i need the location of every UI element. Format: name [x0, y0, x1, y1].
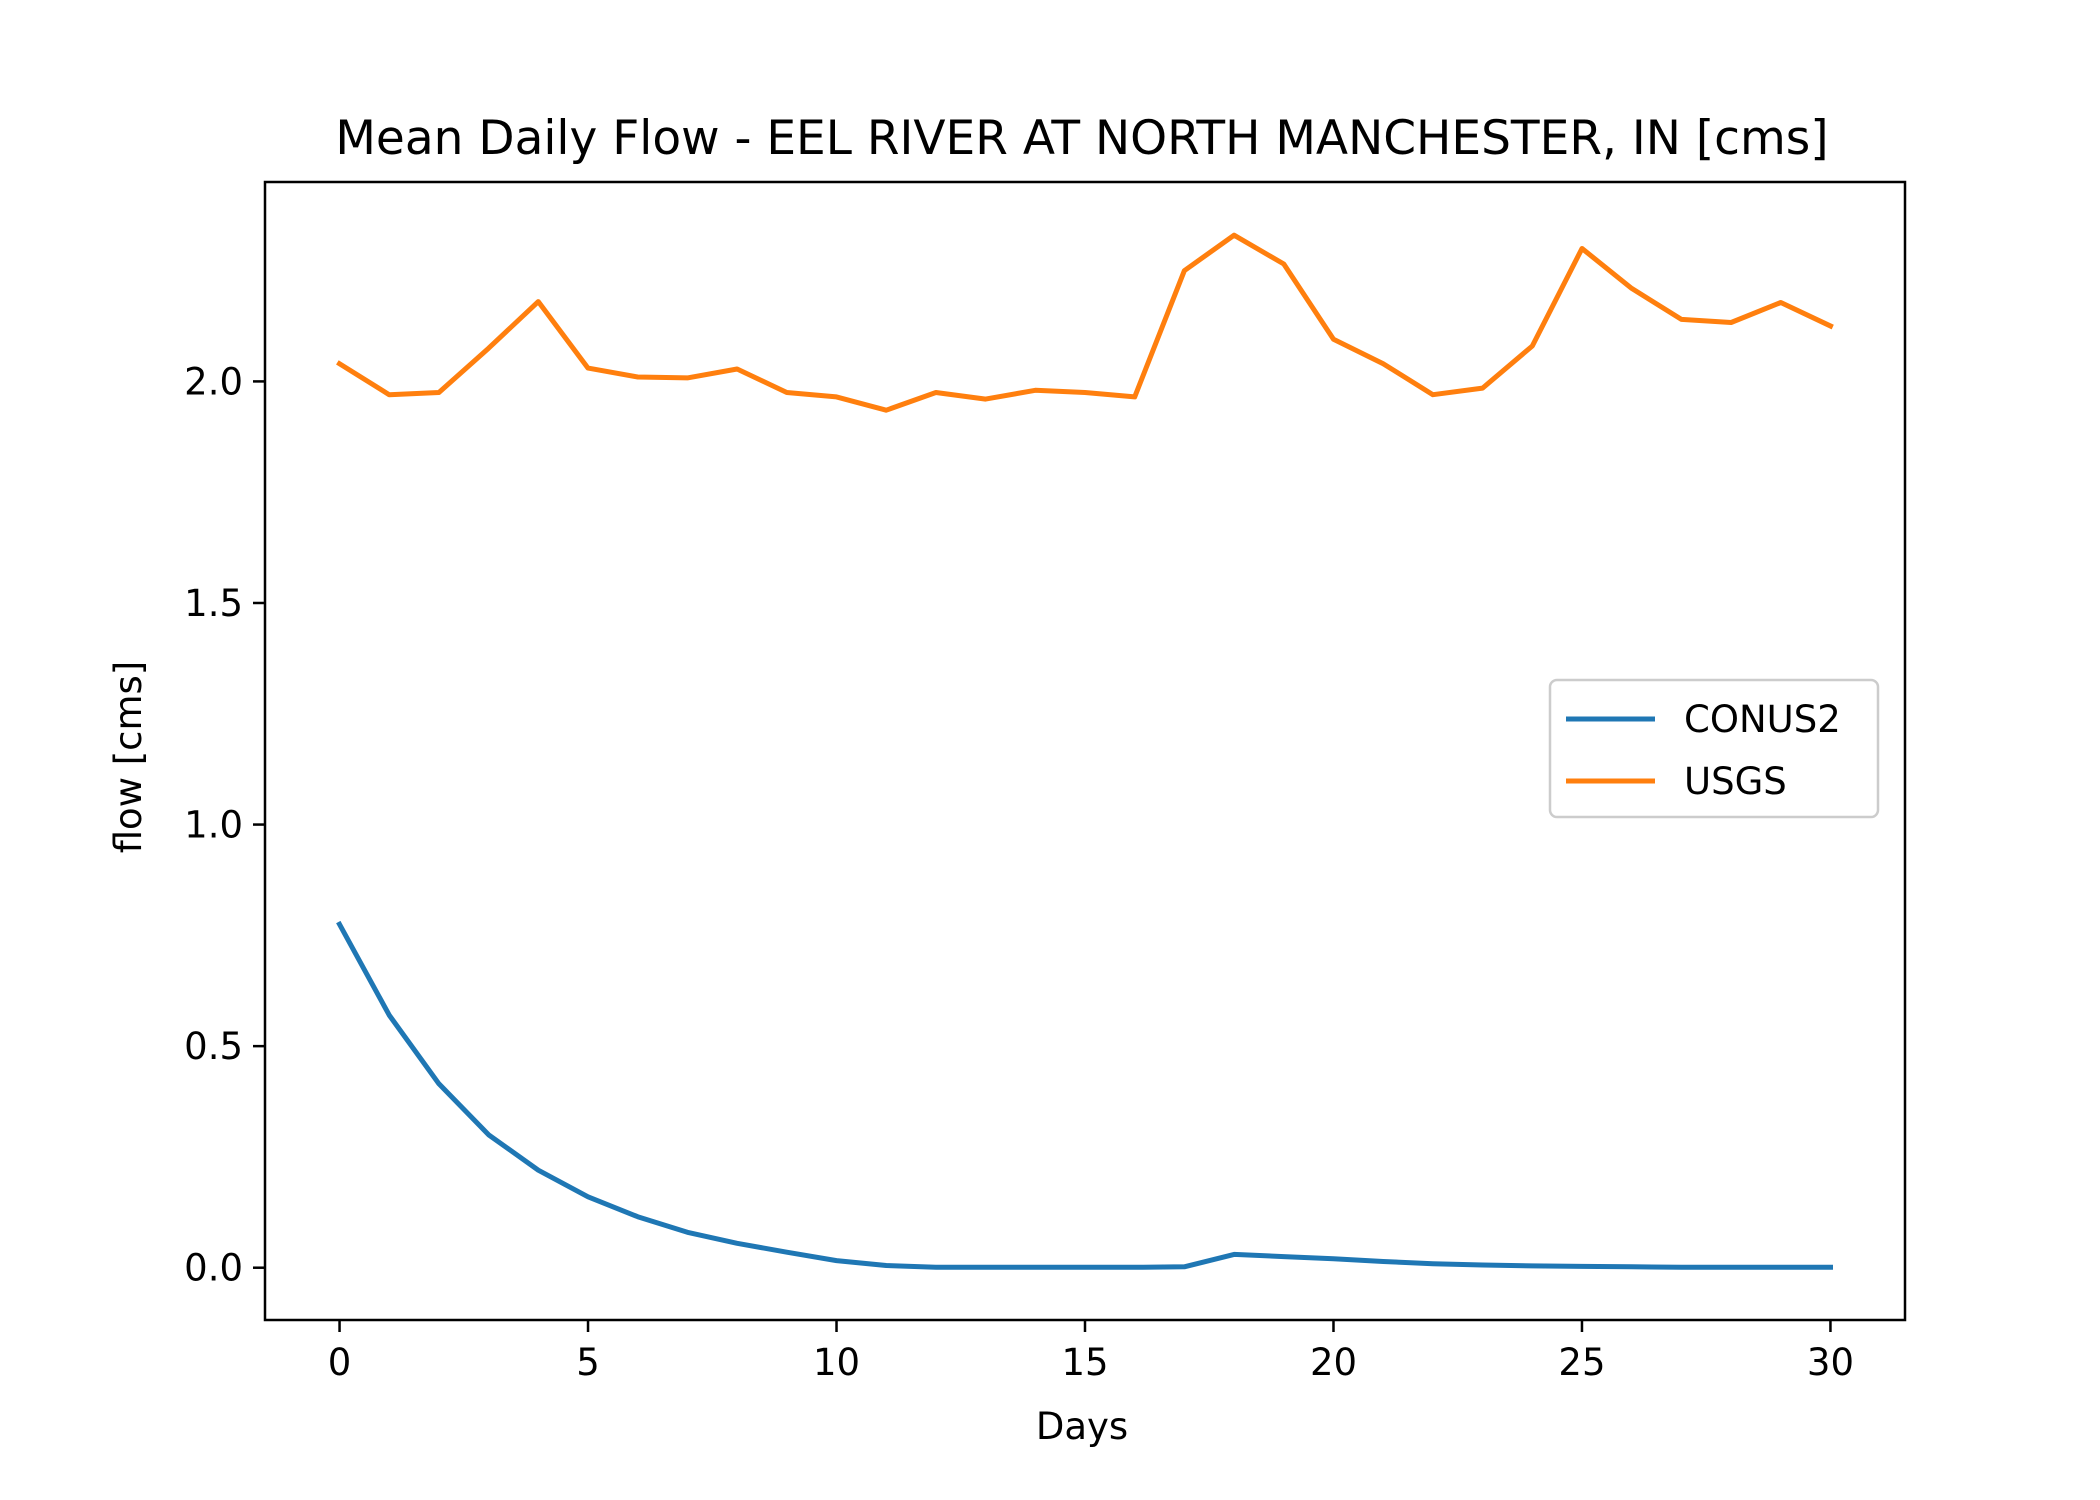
legend: CONUS2 USGS [1548, 678, 1880, 819]
chart-title: Mean Daily Flow - EEL RIVER AT NORTH MAN… [335, 111, 1828, 166]
x-tick-label: 25 [1558, 1341, 1605, 1384]
legend-label-conus2: CONUS2 [1684, 698, 1841, 741]
x-tick-label: 0 [328, 1341, 352, 1384]
series-line-conus2 [336, 920, 1833, 1270]
x-tick-label: 15 [1061, 1341, 1108, 1384]
x-tick-label: 30 [1807, 1341, 1854, 1384]
x-tick-label: 10 [813, 1341, 860, 1384]
y-tick-label: 0.5 [184, 1025, 243, 1068]
x-tick-label: 5 [576, 1341, 600, 1384]
y-tick-label: 1.5 [184, 582, 243, 625]
y-axis-label: flow [cms] [107, 661, 150, 854]
series-line-usgs [336, 232, 1834, 413]
y-tick-label: 2.0 [184, 360, 243, 403]
axes: 0 5 10 15 20 25 30 0.0 0.5 1.0 1.5 2.0 [184, 180, 1907, 1384]
y-tick-label: 0.0 [184, 1247, 243, 1290]
y-tick-label: 1.0 [184, 804, 243, 847]
x-tick-label: 20 [1310, 1341, 1357, 1384]
plot-area [336, 232, 1834, 1270]
x-axis-label: Days [1036, 1405, 1128, 1448]
legend-label-usgs: USGS [1684, 760, 1787, 803]
